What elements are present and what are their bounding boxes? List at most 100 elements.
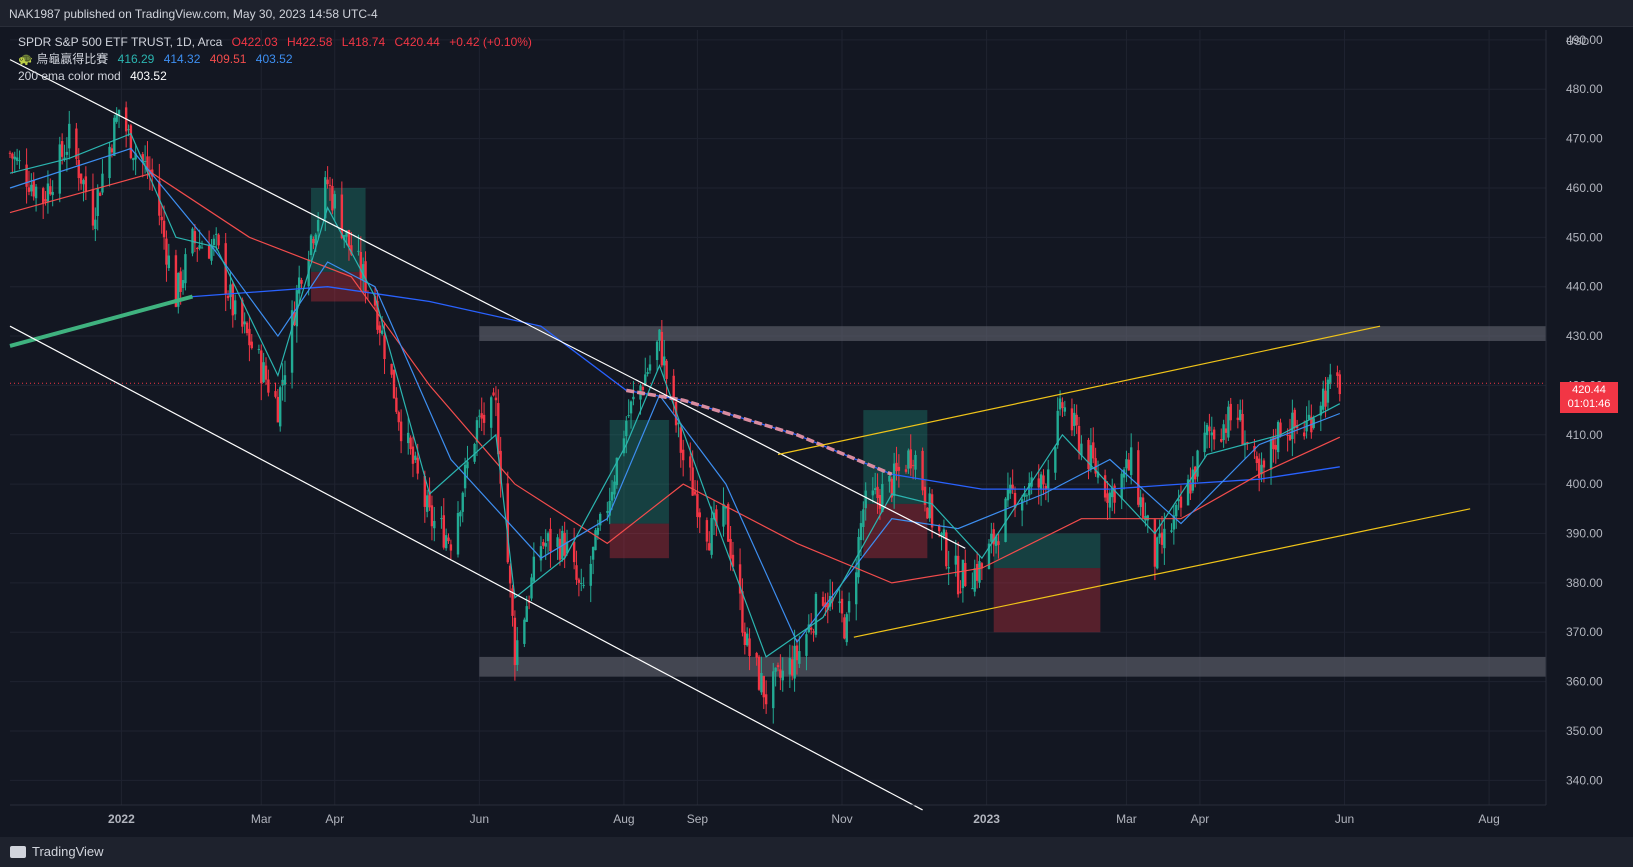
candle-body [444, 535, 448, 549]
price-tick-label: 430.00 [1566, 329, 1603, 343]
candle-body [13, 156, 16, 160]
candle-body [407, 432, 410, 444]
candle-body [466, 461, 469, 469]
candle-body [264, 365, 268, 380]
candle-body [34, 186, 38, 199]
position-target-box [993, 533, 1101, 569]
candle-body [1319, 405, 1323, 416]
candle-body [1177, 499, 1180, 502]
price-axis-bg [1546, 30, 1633, 805]
candle-body [146, 156, 149, 172]
candle-body [961, 559, 965, 589]
high-value: 422.58 [295, 35, 333, 49]
candle-body [25, 164, 28, 187]
candle-body [1196, 450, 1199, 477]
candle-body [956, 555, 960, 595]
time-tick-label: Jun [1335, 812, 1354, 826]
candle-body [788, 658, 792, 675]
candle-body [1113, 485, 1116, 503]
candle-body [1127, 459, 1131, 471]
legend-symbol-row[interactable]: SPDR S&P 500 ETF TRUST, 1D, Arca O422.03… [18, 34, 532, 51]
candle-body [762, 675, 765, 698]
candle-body [1338, 374, 1341, 395]
candle-body [1224, 428, 1228, 433]
candle-body [921, 450, 924, 491]
candle-body [757, 656, 761, 690]
candle-body [895, 462, 898, 472]
candle-body [689, 456, 692, 468]
ema-200-bear-segment [626, 388, 893, 476]
brand-name: TradingView [32, 844, 104, 859]
candle-body [793, 645, 796, 679]
candle-body [807, 624, 811, 633]
candle-body [1208, 426, 1211, 432]
last-price: 420.44 [1572, 384, 1606, 396]
candle-body [463, 464, 467, 489]
candle-body [975, 563, 979, 581]
candle-body [964, 562, 967, 586]
candle-body [257, 348, 261, 350]
candle-body [722, 503, 725, 527]
candle-body [167, 255, 171, 269]
legend-indicator-2[interactable]: 200 ema color mod 403.52 [18, 68, 532, 85]
candle-body [911, 465, 915, 467]
price-axis[interactable]: USD 340.00 350.00 360.00 370.00 380.00 390.00 4… [1545, 30, 1633, 805]
candle-body [928, 493, 931, 519]
candle-body [430, 505, 434, 527]
candle-body [655, 341, 659, 361]
tradingview-logo[interactable]: TradingView [10, 844, 104, 859]
time-tick-label: Jun [470, 812, 489, 826]
candle-body [1039, 474, 1043, 489]
candle-body [940, 532, 943, 536]
candle-body [440, 518, 443, 520]
price-zone [479, 656, 1546, 677]
candle-body [18, 160, 21, 162]
candle-body [997, 541, 1000, 545]
candle-body [691, 467, 694, 496]
candle-body [724, 506, 728, 509]
candle-body [414, 455, 417, 460]
candle-body [556, 537, 559, 547]
candle-body [290, 310, 294, 373]
candle-body [1324, 390, 1327, 407]
candle-body [1020, 499, 1024, 511]
candle-body [492, 392, 495, 396]
candle-body [212, 238, 216, 246]
candle-body [1106, 493, 1109, 503]
candle-body [527, 601, 531, 603]
candle-body [572, 541, 576, 563]
candle-body [30, 184, 33, 192]
candle-body [224, 243, 227, 295]
candle-body [1210, 432, 1213, 436]
candle-body [217, 234, 220, 246]
candle-body [1239, 409, 1242, 421]
candle-body [1163, 528, 1166, 549]
indicator-1-value-1: 416.29 [117, 52, 155, 66]
candle-body [279, 387, 282, 427]
candle-body [859, 523, 863, 541]
ema-fast-line [9, 132, 1341, 658]
candle-body [447, 537, 450, 542]
candle-body [973, 568, 976, 592]
candle-body [328, 184, 332, 186]
candle-body [461, 492, 464, 512]
candle-body [1227, 406, 1230, 438]
legend-indicator-1[interactable]: 🐢 烏龜贏得比賽 416.29 414.32 409.51 403.52 [18, 51, 532, 68]
candle-body [141, 154, 144, 162]
candle-body [181, 280, 185, 288]
candle-body [198, 245, 201, 249]
candle-body [96, 188, 99, 217]
candle-body [215, 233, 218, 235]
candle-body [117, 109, 121, 115]
candle-body [1058, 398, 1062, 410]
candle-body [644, 374, 647, 387]
candle-body [68, 123, 71, 149]
indicator-2-name: 200 ema color mod [18, 69, 121, 83]
candle-body [606, 511, 609, 513]
ema-slow-line [9, 172, 1341, 584]
open-value: 422.03 [240, 35, 278, 49]
candle-body [1260, 464, 1263, 475]
time-axis[interactable]: 2022 Mar Apr Jun Aug Sep Nov 2023 Mar Apr Jun Aug [10, 804, 1546, 826]
publisher-bar: NAK1987 published on TradingView.com, Ma… [0, 0, 1633, 27]
